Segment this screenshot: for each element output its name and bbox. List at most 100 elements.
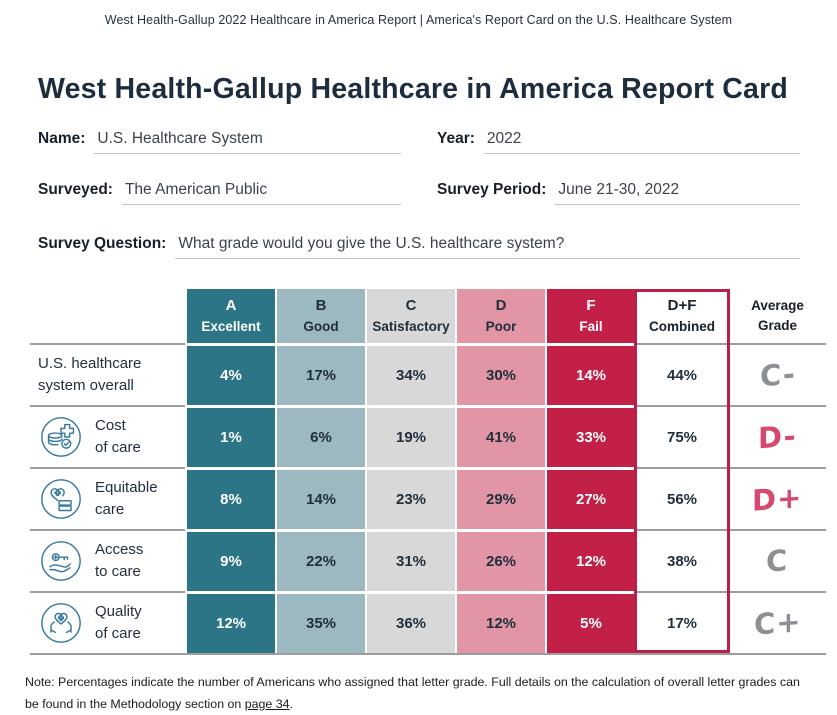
- row-label-text: Equitable care: [95, 477, 158, 522]
- row-label: Access to care: [30, 529, 185, 591]
- year-label: Year:: [437, 130, 475, 147]
- surveyed-value: The American Public: [121, 181, 401, 205]
- row-label-line: Quality: [95, 602, 142, 620]
- field-survey-period: Survey Period: June 21-30, 2022: [437, 181, 800, 205]
- combined-value-cell: 38%: [637, 529, 727, 591]
- average-grade-cell: C+: [729, 591, 826, 653]
- average-grade-cell: D-: [729, 405, 826, 467]
- value-cell: 41%: [457, 405, 545, 467]
- value-cell: 12%: [547, 529, 635, 591]
- row-label: Equitable care: [30, 467, 185, 529]
- access-to-care-icon: [38, 538, 84, 584]
- combined-value-cell: 75%: [637, 405, 727, 467]
- column-header-c: C Satisfactory: [367, 289, 455, 343]
- average-grade: C-: [759, 356, 796, 394]
- cost-of-care-icon: [38, 414, 84, 460]
- value-cell: 33%: [547, 405, 635, 467]
- value-cell: 6%: [277, 405, 365, 467]
- row-label-line: of care: [95, 625, 141, 642]
- row-label-text: Access to care: [95, 539, 143, 584]
- value-cell: 27%: [547, 467, 635, 529]
- report-form: Name: U.S. Healthcare System Year: 2022 …: [38, 130, 800, 259]
- combined-header-line2: Combined: [649, 319, 715, 335]
- row-label-line: Access: [95, 540, 144, 558]
- average-grade: C+: [753, 604, 802, 642]
- column-letter: F: [586, 297, 596, 315]
- field-surveyed: Surveyed: The American Public: [38, 181, 401, 205]
- page-title: West Health-Gallup Healthcare in America…: [38, 73, 789, 105]
- combined-value-cell: 44%: [637, 343, 727, 405]
- year-value: 2022: [483, 130, 800, 154]
- value-cell: 26%: [457, 529, 545, 591]
- row-label-line: to care: [95, 563, 141, 580]
- row-label-line: Equitable: [95, 478, 158, 496]
- average-grade-cell: D+: [729, 467, 826, 529]
- value-cell: 14%: [277, 467, 365, 529]
- footnote: Note: Percentages indicate the number of…: [25, 672, 807, 715]
- name-label: Name:: [38, 130, 86, 147]
- table-corner-cell: [30, 289, 185, 343]
- row-label: Cost of care: [30, 405, 185, 467]
- column-label: Satisfactory: [372, 319, 450, 335]
- field-name: Name: U.S. Healthcare System: [38, 130, 401, 154]
- row-label-line: Cost: [95, 416, 126, 434]
- survey-period-value: June 21-30, 2022: [555, 181, 800, 205]
- form-row-3: Survey Question: What grade would you gi…: [38, 235, 800, 259]
- column-header-d: D Poor: [457, 289, 545, 343]
- column-header-a: A Excellent: [187, 289, 275, 343]
- survey-period-label: Survey Period:: [437, 181, 547, 198]
- field-survey-question: Survey Question: What grade would you gi…: [38, 235, 800, 259]
- column-letter: C: [405, 297, 417, 315]
- surveyed-label: Surveyed:: [38, 181, 113, 198]
- value-cell: 30%: [457, 343, 545, 405]
- field-year: Year: 2022: [437, 130, 800, 154]
- row-label-text: Quality of care: [95, 601, 142, 646]
- value-cell: 29%: [457, 467, 545, 529]
- column-letter: D: [495, 297, 507, 315]
- row-label: Quality of care: [30, 591, 185, 653]
- average-header-line2: Grade: [757, 318, 798, 333]
- combined-value-cell: 17%: [637, 591, 727, 653]
- row-label-text: U.S. healthcare system overall: [38, 353, 141, 398]
- column-header-b: B Good: [277, 289, 365, 343]
- row-label-line: care: [95, 501, 125, 518]
- column-label: Good: [303, 319, 339, 335]
- average-grade: C: [766, 543, 789, 579]
- value-cell: 12%: [457, 591, 545, 653]
- value-cell: 35%: [277, 591, 365, 653]
- column-letter: B: [315, 297, 327, 315]
- row-label-line: system overall: [38, 377, 134, 394]
- column-header-f: F Fail: [547, 289, 635, 343]
- column-label: Fail: [579, 319, 603, 335]
- equitable-care-icon: [38, 476, 84, 522]
- value-cell: 12%: [187, 591, 275, 653]
- value-cell: 1%: [187, 405, 275, 467]
- average-grade-cell: C: [729, 529, 826, 591]
- row-label: U.S. healthcare system overall: [30, 343, 185, 405]
- combined-header-line1: D+F: [667, 297, 697, 315]
- row-label-line: of care: [95, 439, 141, 456]
- value-cell: 8%: [187, 467, 275, 529]
- footnote-period: .: [289, 696, 293, 711]
- row-label-text: Cost of care: [95, 415, 141, 460]
- survey-question-label: Survey Question:: [38, 235, 167, 252]
- quality-of-care-icon: [38, 600, 84, 646]
- value-cell: 14%: [547, 343, 635, 405]
- column-letter: A: [225, 297, 237, 315]
- value-cell: 22%: [277, 529, 365, 591]
- footnote-text: Note: Percentages indicate the number of…: [25, 675, 800, 711]
- average-grade-cell: C-: [729, 343, 826, 405]
- average-header-line1: Average: [751, 298, 804, 314]
- value-cell: 17%: [277, 343, 365, 405]
- column-label: Poor: [485, 319, 517, 335]
- value-cell: 9%: [187, 529, 275, 591]
- row-label-line: U.S. healthcare: [38, 354, 142, 372]
- form-row-1: Name: U.S. Healthcare System Year: 2022: [38, 130, 800, 154]
- column-header-combined: D+F Combined: [637, 289, 727, 343]
- form-row-2: Surveyed: The American Public Survey Per…: [38, 181, 800, 205]
- average-grade: D-: [758, 418, 797, 456]
- value-cell: 23%: [367, 467, 455, 529]
- page-34-link[interactable]: page 34: [244, 696, 290, 711]
- combined-value-cell: 56%: [637, 467, 727, 529]
- value-cell: 4%: [187, 343, 275, 405]
